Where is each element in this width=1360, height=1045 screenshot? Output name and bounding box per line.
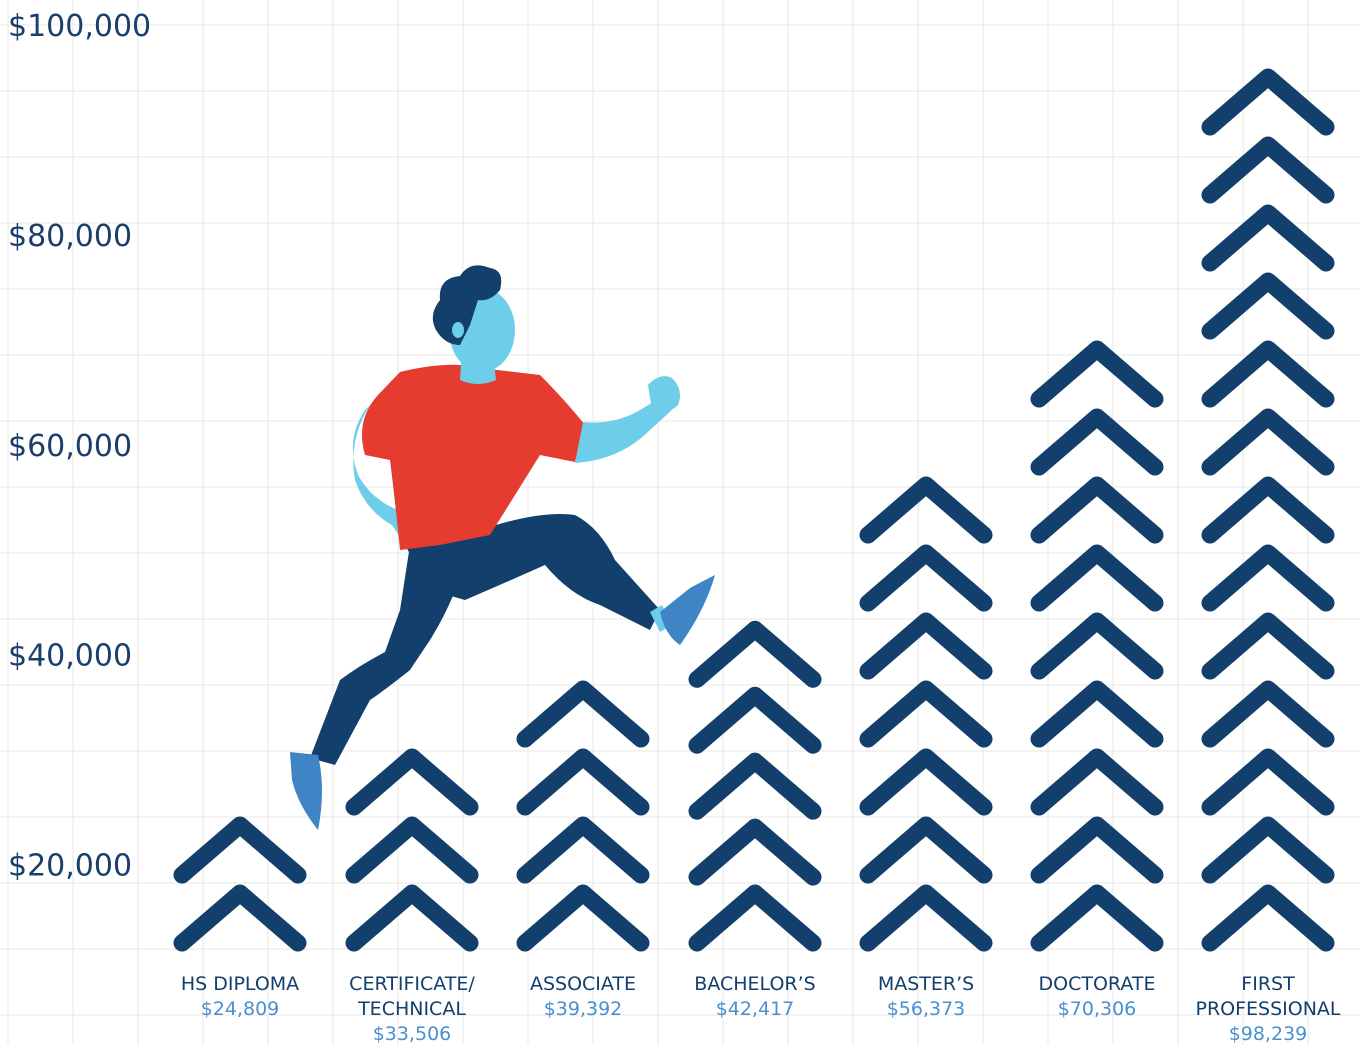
chevron-mark [1030,544,1164,612]
runner-back-leg [310,545,470,765]
category-label: PROFESSIONAL [1195,998,1340,1020]
chevron-mark [688,620,822,688]
y-axis: $20,000 $40,000 $60,000 $80,000 $100,000 [8,9,151,884]
chevron-mark [345,884,479,952]
bar-chevron-stack [688,620,822,952]
category-labels: HS DIPLOMA $24,809 CERTIFICATE/TECHNICAL $3… [181,973,1341,1045]
chevron-mark [1030,612,1164,680]
chevron-mark [859,544,993,612]
category-label: CERTIFICATE/ [349,973,475,995]
value-label: $39,392 [544,998,623,1020]
y-tick-label: $60,000 [8,429,132,464]
bar-chevron-stack [1201,68,1335,952]
chevron-mark [1201,612,1335,680]
chevron-mark [1030,476,1164,544]
bar-chevron-stack [516,680,650,952]
chevron-mark [516,748,650,816]
runner-ear [452,322,464,338]
chevron-mark [688,884,822,952]
y-tick-label: $100,000 [8,9,151,44]
category-label: TECHNICAL [357,998,466,1020]
category-label: DOCTORATE [1039,973,1156,995]
chevron-bars [173,68,1335,952]
chevron-mark [1201,68,1335,136]
chevron-mark [1201,884,1335,952]
chevron-mark [688,752,822,820]
category-label: FIRST [1241,973,1295,995]
chevron-mark [1201,544,1335,612]
y-tick-label: $80,000 [8,219,132,254]
chevron-mark [1201,476,1335,544]
chevron-mark [345,816,479,884]
value-label: $56,373 [887,998,966,1020]
chevron-mark [173,884,307,952]
runner-front-shoe [660,575,715,645]
chevron-mark [1201,204,1335,272]
category-label: MASTER’S [878,973,974,995]
chevron-mark [1030,340,1164,408]
category-label: HS DIPLOMA [181,973,299,995]
chevron-mark [1030,816,1164,884]
bar-chevron-stack [1030,340,1164,952]
chevron-mark [1201,272,1335,340]
chevron-mark [859,816,993,884]
runner-hair [432,265,502,345]
chevron-mark [859,680,993,748]
chevron-mark [1201,816,1335,884]
bar-chevron-stack [859,476,993,952]
chevron-mark [688,818,822,886]
chevron-mark [1201,136,1335,204]
value-label: $42,417 [716,998,795,1020]
runner-shirt [361,364,585,550]
chevron-mark [1030,680,1164,748]
chevron-mark [1201,340,1335,408]
runner-front-arm [575,398,672,463]
chevron-mark [1030,408,1164,476]
y-tick-label: $20,000 [8,849,132,884]
chevron-mark [688,686,822,754]
chevron-mark [859,748,993,816]
bar-chevron-stack [173,816,307,952]
runner-front-leg [405,514,660,630]
bar-chevron-stack [345,748,479,952]
running-man-icon [290,265,715,830]
chevron-mark [859,612,993,680]
chevron-mark [345,748,479,816]
chevron-mark [859,884,993,952]
value-label: $24,809 [201,998,280,1020]
category-label: BACHELOR’S [694,973,815,995]
chevron-mark [173,816,307,884]
chevron-mark [1201,680,1335,748]
chevron-mark [1030,748,1164,816]
value-label: $70,306 [1058,998,1137,1020]
chevron-mark [1030,884,1164,952]
chevron-mark [516,680,650,748]
chevron-mark [859,476,993,544]
chevron-mark [1201,408,1335,476]
category-label: ASSOCIATE [530,973,636,995]
value-label: $98,239 [1229,1023,1308,1045]
chevron-mark [516,884,650,952]
chevron-mark [516,816,650,884]
y-tick-label: $40,000 [8,639,132,674]
runner-back-shoe [290,752,322,830]
runner-front-hand [648,376,680,412]
value-label: $33,506 [373,1023,452,1045]
chevron-mark [1201,748,1335,816]
